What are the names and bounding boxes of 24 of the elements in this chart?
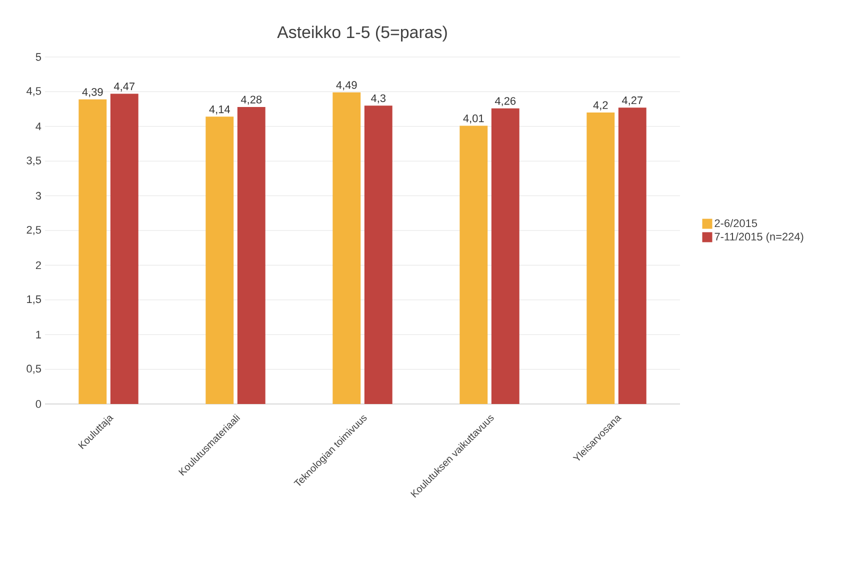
y-tick-label: 3	[36, 192, 41, 200]
legend-label: 2-6/2015	[714, 219, 758, 228]
data-label: 4,28	[240, 96, 262, 105]
y-tick-label: 2,5	[26, 226, 42, 236]
y-tick-label: 2	[36, 261, 41, 270]
data-label: 4,01	[463, 114, 484, 124]
y-tick-label: 1	[36, 330, 41, 338]
y-tick-label: 4	[36, 122, 42, 130]
y-tick-label: 1,5	[27, 295, 42, 304]
chart-title: Asteikko 1-5 (5=paras)	[277, 26, 447, 42]
data-label: 4,47	[114, 82, 134, 92]
data-label: 4,49	[336, 81, 357, 90]
legend-label: 7-11/2015 (n=224)	[714, 232, 804, 243]
data-label: 4,3	[371, 94, 386, 104]
y-tick-label: 5	[36, 53, 42, 61]
y-tick-label: 3,5	[26, 156, 42, 166]
data-label: 4,26	[494, 97, 516, 106]
data-label: 4,27	[622, 96, 642, 106]
data-label: 4,2	[593, 101, 608, 110]
y-tick-label: 0	[36, 400, 42, 408]
data-label: 4,14	[209, 106, 230, 114]
y-tick-label: 0,5	[26, 364, 42, 374]
data-label: 4,39	[82, 88, 103, 98]
y-tick-label: 4,5	[26, 87, 42, 96]
